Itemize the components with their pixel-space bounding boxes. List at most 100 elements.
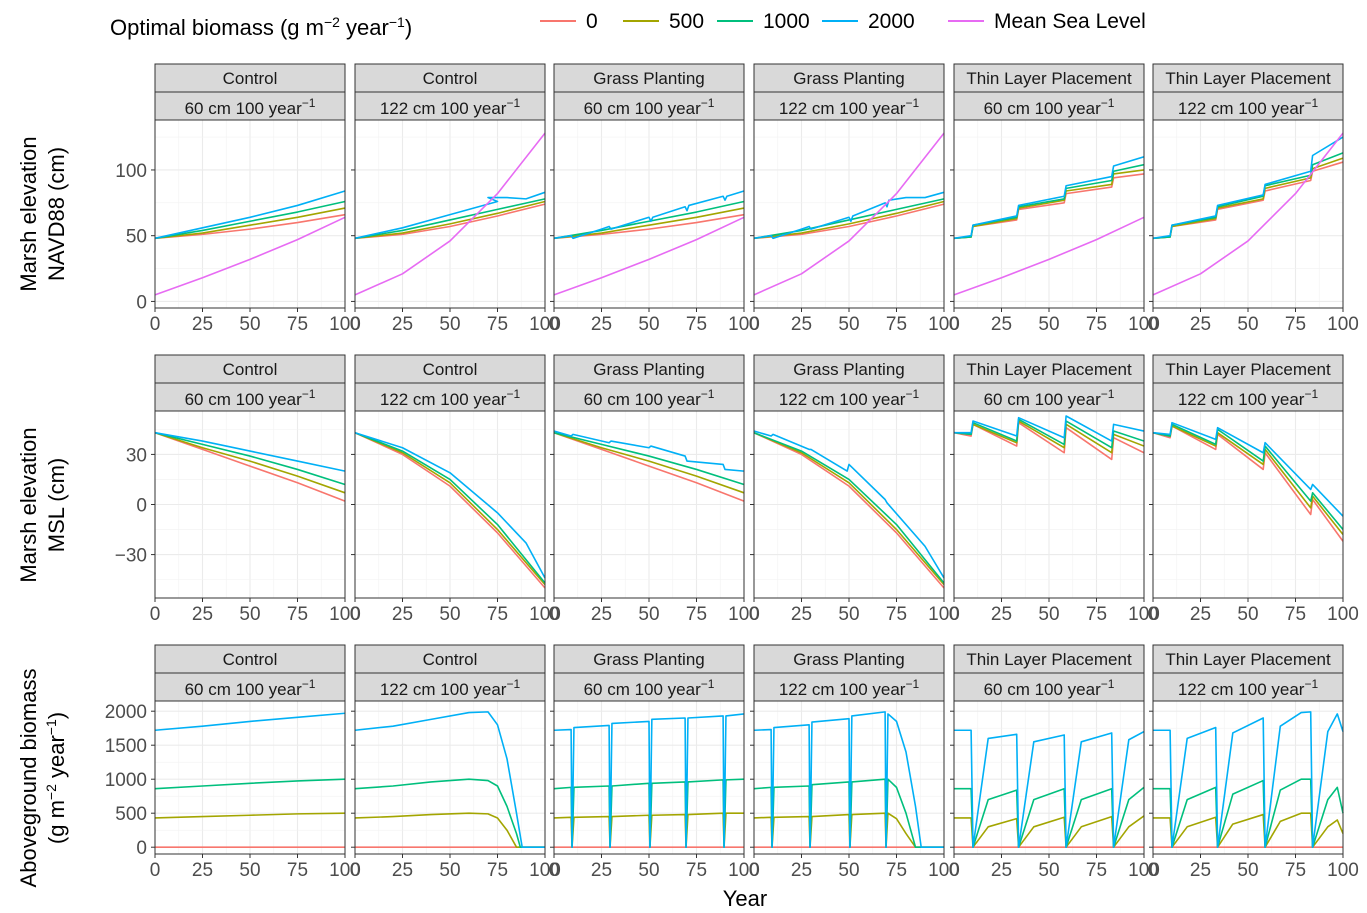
strip-rate-box [953, 382, 1145, 412]
strip-rate-box [1152, 672, 1344, 702]
x-tick-label: 100 [728, 314, 760, 335]
strip-treatment-box [154, 354, 346, 384]
strip-rate-box [154, 672, 346, 702]
y-tick-label: −30 [115, 546, 147, 567]
x-tick-label: 25 [1190, 314, 1211, 335]
series-line-2000 [154, 431, 346, 472]
strip-rate-label: 122 cm 100 year−1 [779, 677, 920, 699]
x-tick-label: 100 [1327, 314, 1359, 335]
series-line-mean-sea-level [553, 216, 745, 296]
strip-rate-box [1152, 382, 1344, 412]
strip-rate-box [1152, 91, 1344, 121]
x-tick-label: 25 [392, 860, 413, 881]
series-line-1000 [154, 431, 346, 486]
strip-treatment-box [953, 63, 1145, 93]
x-tick-label: 50 [439, 860, 460, 881]
y-axis-titles: Marsh elevation NAVD88 (cm)Marsh elevatio… [16, 136, 69, 887]
x-tick-label: 50 [1237, 860, 1258, 881]
series-line-1000 [354, 778, 545, 849]
strip-treatment-box [953, 644, 1145, 674]
series-line-2000 [753, 711, 944, 849]
x-tick-label: 75 [686, 860, 707, 881]
x-tick-label: 50 [1038, 314, 1059, 335]
x-tick-label: 25 [991, 314, 1012, 335]
x-tick-label: 0 [549, 604, 560, 625]
x-tick-label: 50 [239, 860, 260, 881]
panel-r0-c2: Grass Planting 60 cm 100 year−1 0 25 50 75 100 [549, 63, 760, 335]
strip-treatment-box [354, 63, 546, 93]
panel-r2-c5: Thin Layer Placement 122 cm 100 year−1 0 25… [1148, 644, 1359, 881]
strip-treatment-label: Grass Planting [593, 69, 705, 88]
series-line-500 [354, 431, 546, 586]
strip-treatment-box [1152, 63, 1344, 93]
x-tick-label: 50 [638, 604, 659, 625]
x-tick-label: 50 [838, 604, 859, 625]
strip-rate-label: 122 cm 100 year−1 [1178, 677, 1319, 699]
x-tick-label: 100 [329, 314, 361, 335]
series-line-500 [154, 812, 346, 819]
panel-r0-c5: Thin Layer Placement 122 cm 100 year−1 0 25… [1148, 63, 1359, 335]
gridlines [953, 411, 1145, 598]
series-line-1000 [753, 431, 945, 584]
y-axis-title-line1: Aboveground biomass [16, 669, 41, 888]
strip-treatment-label: Thin Layer Placement [1165, 69, 1331, 88]
x-tick-label: 75 [287, 860, 308, 881]
strip-treatment-label: Thin Layer Placement [1165, 650, 1331, 669]
x-tick-label: 100 [529, 860, 561, 881]
legend-label-4: Mean Sea Level [994, 10, 1146, 33]
x-tick-label: 0 [350, 314, 361, 335]
x-tick-label: 75 [686, 604, 707, 625]
strip-rate-label: 122 cm 100 year−1 [380, 96, 521, 118]
series-line-0 [354, 431, 546, 589]
x-tick-label: 75 [487, 314, 508, 335]
series-line-500 [354, 812, 545, 849]
x-tick-label: 100 [529, 604, 561, 625]
strip-rate-box [553, 91, 745, 121]
x-tick-label: 0 [150, 860, 161, 881]
strip-treatment-label: Control [423, 650, 478, 669]
x-tick-label: 0 [949, 314, 960, 335]
series-line-0 [154, 431, 346, 502]
x-tick-label: 25 [192, 314, 213, 335]
x-tick-label: 75 [487, 860, 508, 881]
x-tick-label: 100 [928, 314, 960, 335]
strip-treatment-label: Thin Layer Placement [966, 69, 1132, 88]
x-tick-label: 0 [549, 314, 560, 335]
strip-rate-label: 122 cm 100 year−1 [779, 387, 920, 409]
x-tick-label: 75 [886, 860, 907, 881]
series-line-2000 [154, 190, 346, 240]
strip-treatment-box [1152, 644, 1344, 674]
strip-treatment-box [753, 354, 945, 384]
x-tick-label: 50 [838, 860, 859, 881]
strip-rate-label: 122 cm 100 year−1 [380, 387, 521, 409]
x-tick-label: 25 [1190, 604, 1211, 625]
x-tick-label: 50 [1237, 314, 1258, 335]
series-line-1000 [354, 431, 546, 584]
x-tick-label: 100 [1128, 860, 1160, 881]
series-line-2000 [154, 712, 346, 732]
x-tick-label: 100 [928, 860, 960, 881]
x-tick-label: 50 [239, 604, 260, 625]
strip-treatment-label: Grass Planting [793, 360, 905, 379]
strip-treatment-box [753, 644, 945, 674]
legend-label-2: 1000 [763, 10, 810, 33]
strip-rate-label: 60 cm 100 year−1 [984, 96, 1115, 118]
x-tick-label: 0 [350, 860, 361, 881]
x-tick-label: 25 [591, 860, 612, 881]
x-tick-label: 25 [991, 860, 1012, 881]
strip-treatment-label: Grass Planting [593, 650, 705, 669]
series-line-2000 [1152, 421, 1344, 517]
y-tick-label: 1000 [105, 770, 147, 791]
series-line-1000 [753, 198, 945, 240]
series-line-1000 [154, 778, 346, 790]
panel-r0-c1: Control 122 cm 100 year−1 0 25 50 75 100 [350, 63, 561, 335]
x-tick-label: 25 [991, 604, 1012, 625]
gridlines [154, 120, 346, 308]
series-line-2000 [753, 191, 945, 240]
y-tick-label: 500 [115, 804, 147, 825]
x-tick-label: 100 [329, 604, 361, 625]
panel-r1-c4: Thin Layer Placement 60 cm 100 year−1 0 25 5… [949, 354, 1160, 625]
series-line-500 [154, 431, 346, 494]
y-tick-label: 50 [126, 227, 147, 248]
